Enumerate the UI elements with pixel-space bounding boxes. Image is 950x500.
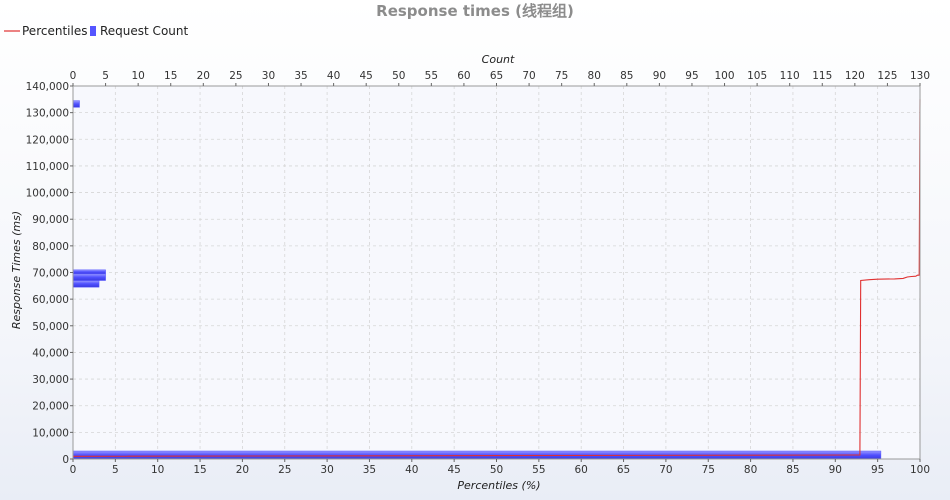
x-tick-label: 95 (871, 464, 884, 476)
x-tick-label: 5 (112, 464, 119, 476)
x-tick-label: 55 (532, 464, 545, 476)
x-top-tick-label: 0 (70, 70, 77, 82)
request-count-bar (72, 100, 80, 108)
x-tick-label: 100 (910, 464, 930, 476)
x-top-tick-label: 110 (780, 70, 800, 82)
x-top-tick-label: 85 (620, 70, 633, 82)
y-tick-label: 70,000 (32, 268, 69, 280)
y-axis-label: Response Times (ms) (10, 211, 23, 329)
x-tick-label: 25 (278, 464, 291, 476)
x-top-tick-label: 40 (327, 70, 340, 82)
x-top-tick-label: 95 (685, 70, 698, 82)
x-bottom-axis-label: Percentiles (%) (457, 479, 540, 492)
y-tick-label: 90,000 (32, 214, 69, 226)
y-tick-label: 40,000 (32, 347, 69, 359)
x-top-tick-label: 120 (845, 70, 865, 82)
x-tick-label: 90 (829, 464, 842, 476)
x-top-tick-label: 5 (102, 70, 109, 82)
x-top-tick-label: 90 (653, 70, 666, 82)
legend: Percentiles Request Count (4, 24, 188, 38)
x-tick-label: 80 (744, 464, 757, 476)
y-tick-label: 110,000 (26, 161, 69, 173)
y-tick-label: 80,000 (32, 241, 69, 253)
legend-percentiles-label: Percentiles (22, 24, 87, 38)
y-tick-label: 0 (62, 454, 69, 466)
x-top-tick-label: 50 (392, 70, 405, 82)
percentiles-line (72, 99, 921, 457)
x-tick-label: 0 (70, 464, 77, 476)
x-tick-label: 85 (786, 464, 799, 476)
x-top-tick-label: 105 (747, 70, 767, 82)
x-top-tick-label: 35 (294, 70, 307, 82)
x-tick-label: 20 (236, 464, 249, 476)
x-top-axis-label: Count (482, 53, 515, 66)
y-tick-label: 20,000 (32, 401, 69, 413)
x-tick-label: 10 (151, 464, 164, 476)
legend-request-count-label: Request Count (100, 24, 188, 38)
chart-title: Response times (线程组) (376, 2, 574, 20)
x-top-tick-label: 75 (555, 70, 568, 82)
x-tick-label: 30 (320, 464, 333, 476)
y-tick-label: 30,000 (32, 374, 69, 386)
y-tick-label: 60,000 (32, 294, 69, 306)
x-tick-label: 40 (405, 464, 418, 476)
x-top-tick-label: 30 (262, 70, 275, 82)
y-tick-label: 130,000 (26, 108, 69, 120)
x-tick-label: 65 (617, 464, 630, 476)
y-tick-label: 120,000 (26, 134, 69, 146)
y-tick-label: 50,000 (32, 321, 69, 333)
x-top-tick-label: 15 (164, 70, 177, 82)
y-tick-label: 10,000 (32, 427, 69, 439)
x-tick-label: 50 (490, 464, 503, 476)
x-top-tick-label: 130 (910, 70, 930, 82)
request-count-bar (72, 269, 106, 275)
x-axis-percentiles: 0 5 10 15 20 25 30 35 40 45 50 55 60 65 70 75 80 85 90 95 10… (70, 459, 930, 476)
x-top-tick-label: 20 (197, 70, 210, 82)
x-top-tick-label: 100 (715, 70, 735, 82)
y-tick-label: 140,000 (26, 81, 69, 93)
request-count-bar (72, 280, 100, 288)
x-top-tick-label: 125 (877, 70, 897, 82)
x-tick-label: 45 (447, 464, 460, 476)
y-tick-label: 100,000 (26, 188, 69, 200)
x-tick-label: 15 (193, 464, 206, 476)
x-tick-label: 75 (702, 464, 715, 476)
x-axis-count: 0 5 10 15 20 25 30 35 40 45 50 55 60 65 70 75 80 85 90 95 10… (70, 70, 930, 86)
x-top-tick-label: 70 (522, 70, 535, 82)
x-top-tick-label: 25 (229, 70, 242, 82)
x-top-tick-label: 45 (360, 70, 373, 82)
x-top-tick-label: 60 (457, 70, 470, 82)
x-tick-label: 60 (575, 464, 588, 476)
request-count-bar (72, 273, 106, 281)
y-axis: 0 10,000 20,000 30,000 40,000 50,000 60,000 70,… (26, 81, 73, 466)
x-top-tick-label: 80 (588, 70, 601, 82)
legend-request-count-swatch (90, 26, 96, 36)
x-top-tick-label: 115 (812, 70, 832, 82)
x-top-tick-label: 55 (425, 70, 438, 82)
x-top-tick-label: 65 (490, 70, 503, 82)
x-tick-label: 35 (363, 464, 376, 476)
x-tick-label: 70 (659, 464, 672, 476)
x-top-tick-label: 10 (131, 70, 144, 82)
